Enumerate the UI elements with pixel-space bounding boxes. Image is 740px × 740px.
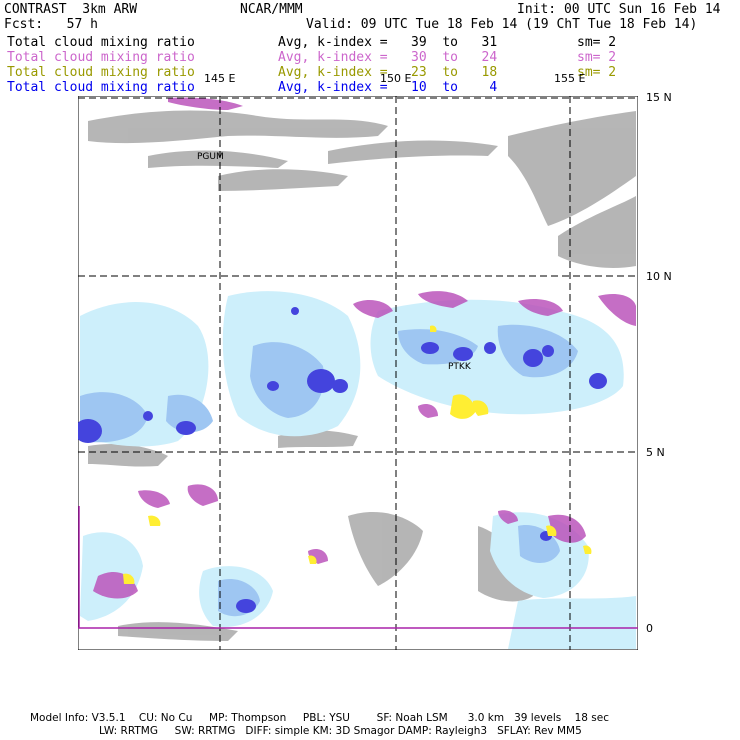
lon-label-145: 145 E	[204, 72, 236, 85]
init-time: Init: 00 UTC Sun 16 Feb 14	[517, 2, 721, 17]
field-sm-3: sm= 2	[577, 65, 617, 80]
station-ptkk: PTKK	[448, 362, 471, 372]
field-name-3: Total cloud mixing ratio	[7, 65, 195, 80]
lat-label-5n: 5 N	[646, 446, 665, 459]
field-sm-1: sm= 2	[577, 35, 617, 50]
map-grid	[78, 96, 638, 650]
field-sm-2: sm= 2	[577, 50, 617, 65]
lat-label-0: 0	[646, 622, 653, 635]
lat-label-15n: 15 N	[646, 91, 672, 104]
lat-label-10n: 10 N	[646, 270, 672, 283]
yellow-cloud-patches	[123, 325, 592, 584]
field-range-4: Avg, k-index = 10 to 4	[278, 80, 498, 95]
field-range-2: Avg, k-index = 30 to 24	[278, 50, 498, 65]
lon-label-150: 150 E	[380, 72, 412, 85]
model-info-line1: Model Info: V3.5.1 CU: No Cu MP: Thompso…	[30, 712, 609, 724]
field-name-4: Total cloud mixing ratio	[7, 80, 195, 95]
model-info-line2: LW: RRTMG SW: RRTMG DIFF: simple KM: 3D …	[99, 725, 582, 737]
forecast-hour: Fcst: 57 h	[4, 17, 98, 32]
field-name-2: Total cloud mixing ratio	[7, 50, 195, 65]
convective-cores	[78, 307, 607, 613]
lon-label-155: 155 E	[554, 72, 586, 85]
magenta-cloud-patches	[93, 97, 636, 599]
model-title: CONTRAST 3km ARW	[4, 2, 138, 17]
forecast-map	[78, 96, 638, 650]
valid-time: Valid: 09 UTC Tue 18 Feb 14 (19 ChT Tue …	[306, 17, 698, 32]
field-name-1: Total cloud mixing ratio	[7, 35, 195, 50]
field-range-1: Avg, k-index = 39 to 31	[278, 35, 498, 50]
org-label: NCAR/MMM	[240, 2, 303, 17]
medium-cloud-regions	[80, 324, 578, 617]
field-range-3: Avg, k-index = 23 to 18	[278, 65, 498, 80]
station-pgum: PGUM	[197, 152, 224, 162]
